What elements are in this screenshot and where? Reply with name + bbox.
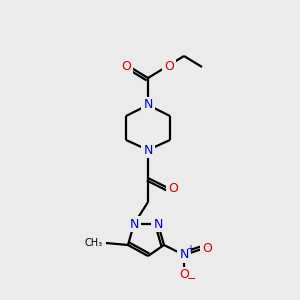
Text: N: N xyxy=(179,248,189,262)
Text: O: O xyxy=(168,182,178,194)
Text: +: + xyxy=(186,244,194,254)
Text: N: N xyxy=(143,98,153,112)
Text: O: O xyxy=(202,242,212,256)
Text: CH₃: CH₃ xyxy=(85,238,103,248)
Text: N: N xyxy=(153,218,163,230)
Text: N: N xyxy=(143,143,153,157)
Text: O: O xyxy=(179,268,189,281)
Text: N: N xyxy=(129,218,139,230)
Text: −: − xyxy=(187,274,197,284)
Text: O: O xyxy=(121,61,131,74)
Text: O: O xyxy=(164,61,174,74)
